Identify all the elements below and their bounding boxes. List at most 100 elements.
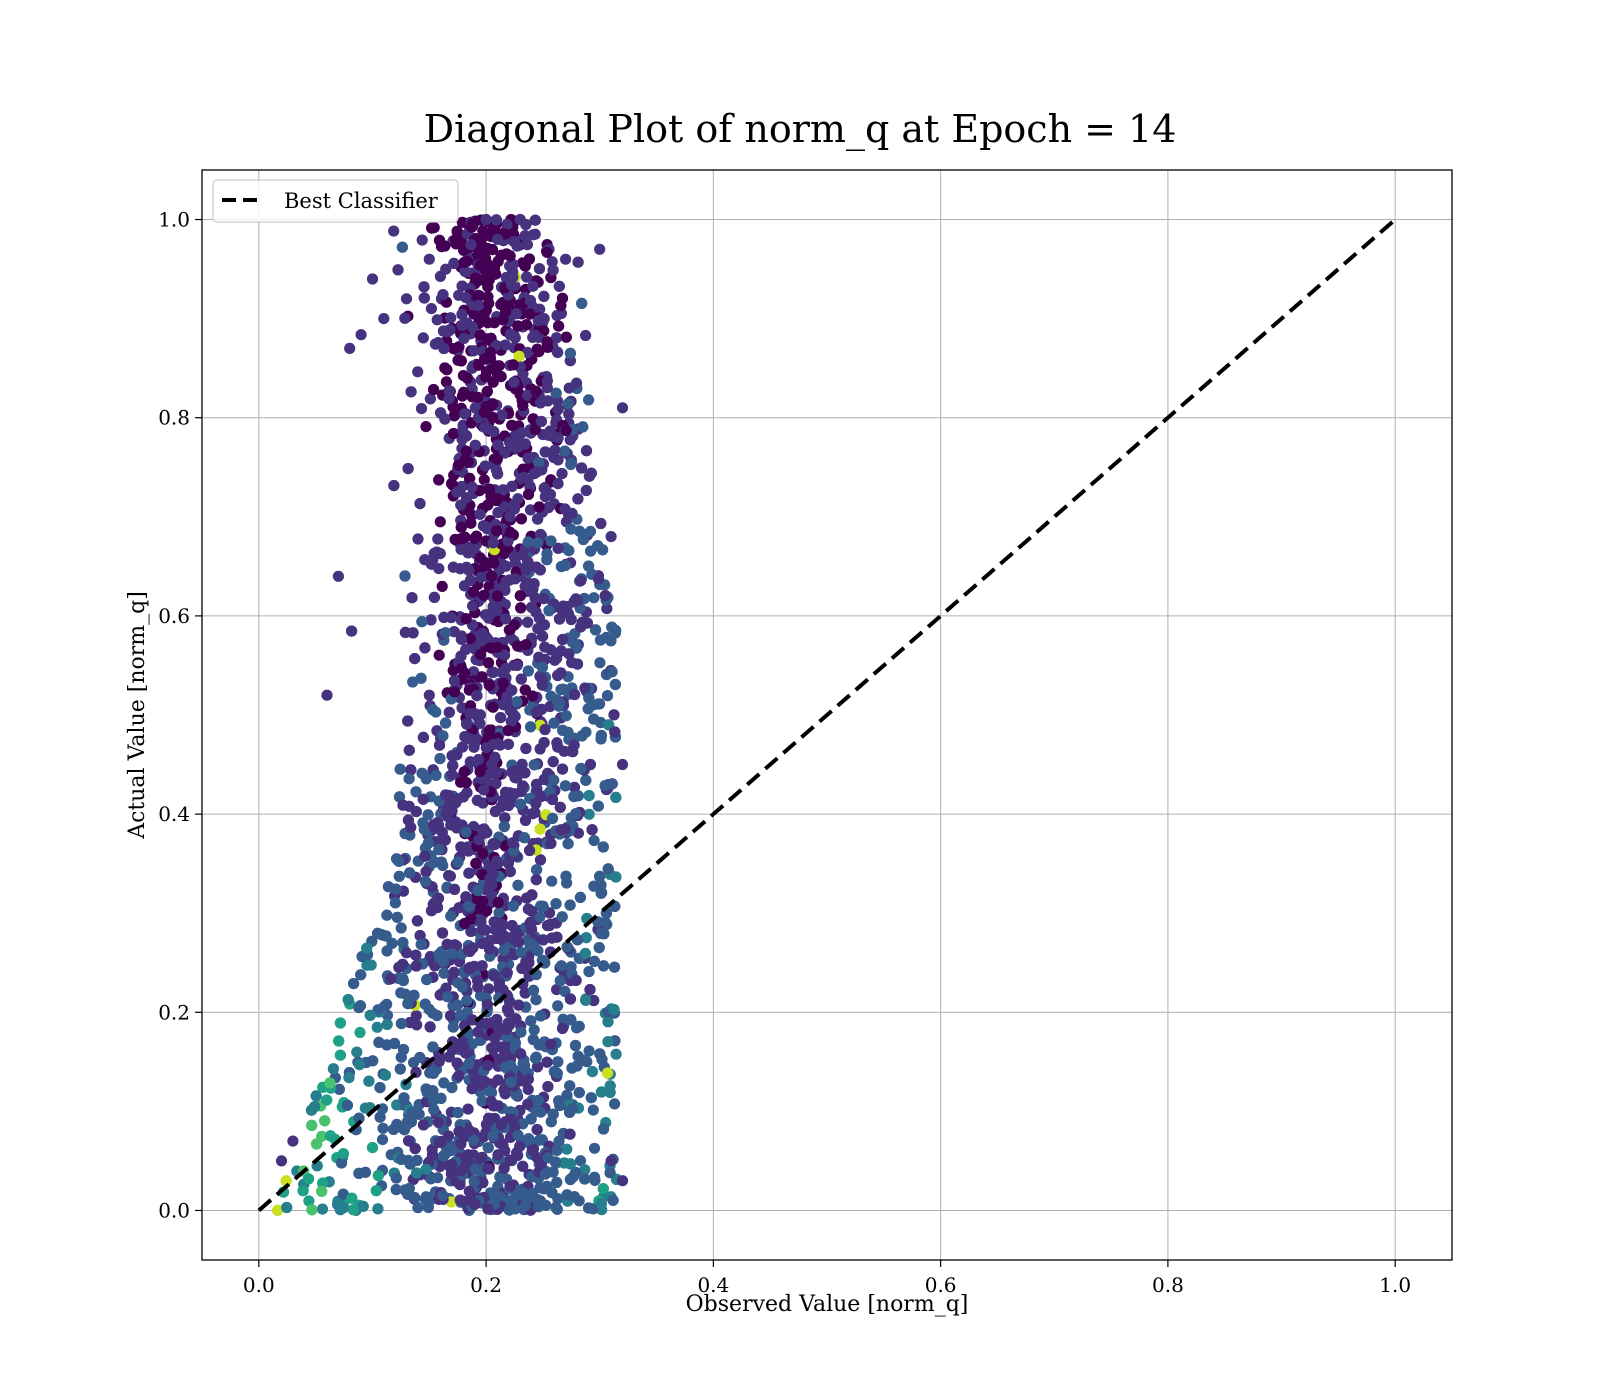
scatter-point (531, 343, 543, 355)
scatter-point (433, 1116, 445, 1128)
scatter-point (423, 253, 435, 265)
scatter-point (532, 537, 544, 549)
scatter-point (500, 1061, 512, 1074)
scatter-point (417, 731, 429, 744)
scatter-point (487, 701, 499, 713)
scatter-point (381, 909, 393, 921)
scatter-point (531, 864, 543, 876)
scatter-point (469, 708, 481, 720)
scatter-point (364, 1009, 376, 1021)
scatter-point (335, 1157, 348, 1169)
scatter-point (355, 969, 367, 981)
scatter-point (454, 1194, 466, 1206)
scatter-point (556, 292, 569, 304)
scatter-point (488, 557, 500, 569)
scatter-point (333, 1083, 345, 1095)
scatter-point (455, 543, 467, 555)
scatter-point (457, 791, 469, 803)
scatter-point (464, 633, 476, 645)
scatter-point (543, 605, 555, 617)
scatter-point (503, 1204, 515, 1216)
scatter-point (395, 1018, 407, 1030)
scatter-point (538, 482, 550, 494)
scatter-point (504, 328, 516, 340)
scatter-point (500, 662, 512, 674)
scatter-point (586, 1066, 599, 1078)
scatter-point (595, 733, 607, 745)
scatter-point (480, 213, 492, 226)
legend-box (212, 179, 459, 223)
scatter-point (522, 488, 535, 500)
scatter-point (560, 253, 572, 265)
scatter-point (443, 706, 455, 718)
scatter-point (342, 994, 354, 1006)
scatter-point (403, 744, 415, 756)
scatter-point (394, 1063, 406, 1075)
scatter-point (436, 241, 448, 253)
scatter-point (610, 871, 622, 883)
scatter-point (482, 317, 494, 329)
scatter-point (595, 1198, 608, 1210)
scatter-point (506, 419, 518, 431)
scatter-point (529, 592, 541, 604)
scatter-point (476, 960, 488, 972)
scatter-point (446, 478, 458, 490)
scatter-point (583, 790, 595, 802)
scatter-point (459, 408, 471, 420)
scatter-point (585, 1092, 597, 1104)
scatter-point (467, 586, 480, 598)
scatter-point (578, 1054, 590, 1066)
scatter-point (546, 875, 558, 887)
scatter-point (463, 1185, 475, 1197)
scatter-point (528, 759, 540, 771)
scatter-point (569, 1039, 582, 1052)
scatter-point (420, 866, 432, 878)
scatter-point (406, 592, 418, 604)
scatter-point (583, 966, 595, 978)
scatter-point (553, 613, 566, 625)
scatter-point (541, 920, 554, 932)
scatter-point (504, 787, 516, 799)
scatter-point (346, 1192, 358, 1204)
scatter-point (435, 856, 447, 868)
scatter-point (522, 665, 534, 677)
scatter-point (391, 1099, 403, 1111)
scatter-point (377, 1122, 389, 1134)
scatter-point (409, 1192, 421, 1204)
scatter-point (525, 923, 538, 935)
scatter-point (446, 1082, 458, 1094)
scatter-point (526, 905, 538, 917)
scatter-point (409, 1143, 421, 1155)
x-tick-label: 0.2 (470, 1273, 502, 1297)
scatter-point (400, 947, 413, 959)
scatter-point (548, 774, 560, 786)
scatter-point (468, 666, 480, 678)
scatter-point (572, 790, 584, 802)
scatter-point (439, 627, 452, 639)
scatter-point (505, 279, 517, 291)
scatter-point (321, 689, 333, 701)
scatter-point (588, 994, 600, 1007)
scatter-point (334, 1049, 346, 1061)
scatter-point (550, 1201, 562, 1213)
scatter-point (333, 1035, 345, 1047)
scatter-point (466, 481, 478, 493)
scatter-point (355, 329, 367, 341)
scatter-point (374, 1082, 386, 1094)
scatter-point (327, 1063, 339, 1075)
scatter-point (433, 844, 445, 856)
scatter-point (449, 939, 461, 951)
scatter-point (422, 809, 434, 821)
scatter-point (556, 911, 568, 923)
scatter-point (435, 1092, 447, 1104)
scatter-point (361, 942, 373, 954)
scatter-point (601, 1067, 614, 1079)
scatter-point (514, 213, 526, 226)
scatter-point (546, 256, 558, 268)
scatter-point (504, 526, 516, 539)
scatter-point (553, 280, 565, 292)
scatter-point (498, 649, 511, 661)
scatter-point (385, 973, 397, 985)
scatter-point (526, 690, 539, 702)
